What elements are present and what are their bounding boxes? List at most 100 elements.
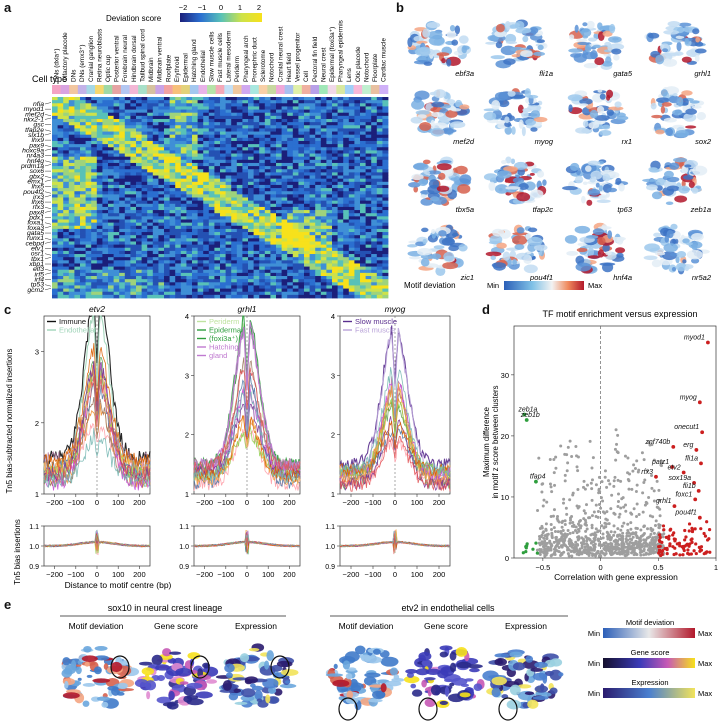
panel-letter-a: a bbox=[4, 0, 12, 15]
heatmap-cell bbox=[315, 238, 322, 242]
heatmap-cell bbox=[242, 206, 249, 211]
heatmap-cell bbox=[264, 137, 271, 142]
heatmap-cell bbox=[253, 137, 260, 142]
heatmap-cell bbox=[231, 134, 238, 139]
heatmap-cell bbox=[186, 213, 193, 217]
heatmap-cell bbox=[203, 241, 210, 246]
heatmap-cell bbox=[124, 184, 131, 189]
heatmap-cell bbox=[225, 272, 232, 277]
heatmap-cell bbox=[113, 159, 120, 164]
heatmap-cell bbox=[152, 175, 159, 180]
heatmap-cell bbox=[96, 178, 103, 183]
heatmap-cell bbox=[337, 144, 344, 148]
umap-cluster bbox=[512, 232, 529, 236]
heatmap-cell bbox=[264, 131, 271, 136]
heatmap-cell bbox=[208, 162, 215, 167]
heatmap-cell bbox=[192, 197, 198, 202]
heatmap-cell bbox=[175, 131, 182, 136]
heatmap-cell bbox=[63, 162, 70, 167]
heatmap-cell bbox=[119, 137, 126, 142]
umap-cluster bbox=[688, 181, 695, 188]
heatmap-cell bbox=[309, 260, 316, 264]
heatmap-cell bbox=[63, 159, 70, 164]
heatmap-cell bbox=[365, 247, 372, 252]
heatmap-cell bbox=[360, 238, 366, 242]
heatmap-cell bbox=[236, 282, 243, 286]
heatmap-cell bbox=[208, 206, 215, 211]
heatmap-cell bbox=[343, 219, 350, 224]
umap-cluster bbox=[606, 187, 618, 193]
heatmap-cell bbox=[203, 216, 210, 220]
heatmap-cell bbox=[175, 172, 182, 176]
heatmap-cell bbox=[253, 285, 260, 289]
heatmap-cell bbox=[337, 153, 344, 158]
heatmap-cell bbox=[231, 175, 238, 180]
heatmap-cell bbox=[348, 188, 355, 192]
heatmap-cell bbox=[332, 194, 338, 198]
heatmap-cell bbox=[96, 200, 103, 205]
heatmap-cell bbox=[80, 97, 86, 101]
heatmap-cell bbox=[208, 210, 215, 214]
heatmap-cell bbox=[270, 282, 277, 286]
heatmap-cell bbox=[253, 222, 260, 227]
heatmap-cell bbox=[225, 150, 232, 154]
heatmap-cell bbox=[124, 128, 131, 132]
heatmap-cell bbox=[102, 153, 109, 158]
umap-cluster bbox=[668, 95, 681, 104]
heatmap-cell bbox=[169, 269, 176, 274]
heatmap-cell bbox=[236, 128, 243, 132]
heatmap-cell bbox=[287, 188, 294, 192]
heatmap-cell bbox=[298, 272, 305, 277]
heatmap-cell bbox=[52, 247, 58, 252]
heatmap-cell bbox=[371, 225, 378, 230]
heatmap-cell bbox=[52, 232, 58, 236]
heatmap-cell bbox=[52, 172, 58, 176]
heatmap-cell bbox=[365, 197, 372, 202]
heatmap-cell bbox=[365, 291, 372, 296]
umap-tile: zeb1a bbox=[642, 157, 711, 214]
heatmap-cell bbox=[360, 147, 366, 151]
umap-cluster bbox=[504, 126, 513, 135]
heatmap-cell bbox=[124, 100, 131, 104]
heatmap-cell bbox=[225, 238, 232, 242]
heatmap-cell bbox=[197, 241, 204, 246]
heatmap-cell bbox=[180, 260, 187, 264]
heatmap-cell bbox=[259, 175, 266, 180]
heatmap-cell bbox=[281, 140, 288, 145]
heatmap-cell bbox=[259, 188, 266, 192]
umap-cluster bbox=[483, 173, 498, 181]
umap-cluster bbox=[418, 46, 430, 53]
heatmap-cell bbox=[365, 194, 372, 198]
heatmap-cell bbox=[270, 103, 277, 107]
heatmap-cell bbox=[136, 272, 142, 277]
heatmap-cell bbox=[337, 269, 344, 274]
heatmap-cell bbox=[253, 156, 260, 161]
heatmap-cell bbox=[164, 156, 170, 161]
heatmap-cell bbox=[220, 228, 226, 233]
heatmap-cell bbox=[214, 247, 221, 252]
heatmap-cell bbox=[231, 282, 238, 286]
heatmap-cell bbox=[119, 263, 126, 267]
heatmap-cell bbox=[63, 103, 70, 107]
heatmap-cell bbox=[242, 282, 249, 286]
heatmap-cell bbox=[298, 250, 305, 255]
heatmap-cell bbox=[253, 175, 260, 180]
heatmap-cell bbox=[68, 147, 75, 151]
heatmap-cell bbox=[371, 140, 378, 145]
heatmap-cell bbox=[343, 147, 350, 151]
heatmap-cell bbox=[91, 232, 98, 236]
umap-cluster bbox=[487, 34, 499, 42]
heatmap-cell bbox=[326, 294, 333, 299]
heatmap-cell bbox=[141, 279, 148, 283]
heatmap-cell bbox=[169, 257, 176, 261]
heatmap-cell bbox=[208, 266, 215, 271]
heatmap-cell bbox=[298, 153, 305, 158]
heatmap-cell bbox=[371, 137, 378, 142]
umap-cluster bbox=[431, 112, 444, 118]
heatmap-cell bbox=[96, 134, 103, 139]
heatmap-cell bbox=[371, 134, 378, 139]
heatmap-cell bbox=[91, 103, 98, 107]
heatmap-cell bbox=[348, 178, 355, 183]
heatmap-cell bbox=[175, 241, 182, 246]
heatmap-cell bbox=[332, 210, 338, 214]
